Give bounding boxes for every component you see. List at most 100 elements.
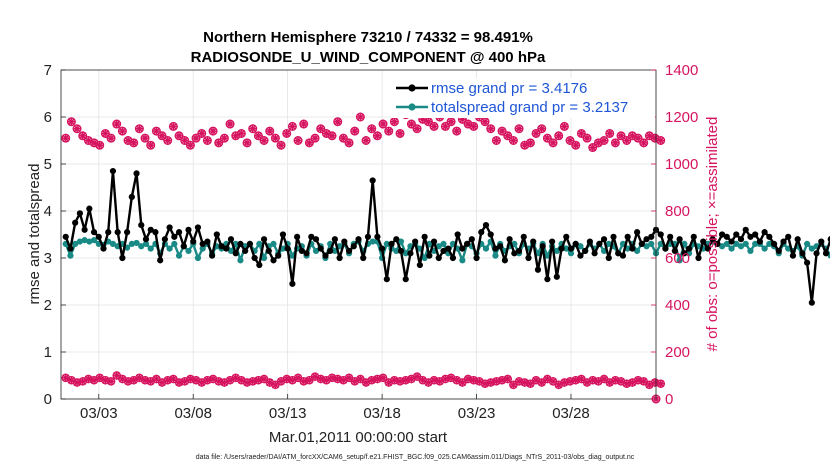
rmse-point [558,245,565,252]
obs-marker-stroke [504,132,512,140]
rmse-point [341,238,348,245]
obs-marker-stroke [543,375,551,383]
obs-marker-stroke [419,376,427,384]
rmse-point [147,226,154,233]
rmse-point [770,240,778,247]
obs-assimilated-marker [497,126,507,136]
obs-assimilated-marker [571,141,580,150]
right-tick-label: 800 [665,203,690,220]
rmse-point [808,299,815,306]
rmse-point [610,233,617,240]
obs-marker-stroke [390,376,398,384]
rmse-point [756,238,763,245]
obs-assimilated-marker [180,136,189,145]
obs-assimilated-marker [622,136,631,145]
obs-marker-stroke [96,141,104,149]
rmse-point [355,236,362,243]
totalspread-point [109,240,117,247]
right-tick-label: 400 [665,297,690,314]
rmse-point [412,238,419,245]
obs-assimilated-marker [446,117,456,126]
rmse-point [605,254,612,262]
rmse-point [752,231,759,238]
obs-marker-stroke [623,136,631,145]
obs-marker-stroke [657,380,665,388]
obs-marker-stroke [362,136,370,145]
totalspread-point [563,245,570,252]
obs-assimilated-marker [61,133,70,143]
rmse-point [515,247,523,255]
obs-marker-stroke [118,375,126,383]
obs-assimilated-marker [225,119,235,129]
obs-marker-stroke [152,375,160,383]
rmse-point [685,245,693,252]
obs-assimilated-marker [288,122,297,131]
obs-marker-stroke [600,136,608,145]
obs-marker-stroke [651,134,659,142]
obs-marker-stroke [339,134,347,142]
obs-marker-stroke [101,376,109,384]
obs-marker-stroke [470,122,478,130]
totalspread-point [752,240,759,247]
obs-assimilated-marker [486,124,495,133]
rmse-point [468,236,475,243]
rmse-line [64,169,830,304]
obs-marker-stroke [481,118,489,126]
rmse-point [312,236,320,243]
obs-assimilated-marker [72,124,82,133]
rmse-point [714,240,721,247]
obs-assimilated-marker [361,136,371,145]
rmse-point [634,229,641,236]
legend-rmse-marker [408,84,416,92]
obs-marker-stroke [215,139,223,147]
rmse-point [345,247,353,255]
rmse-point [520,233,527,240]
totalspread-point [133,239,140,247]
obs-marker-stroke [237,129,245,138]
obs-marker-stroke [356,375,364,383]
obs-marker-stroke [447,118,455,126]
totalspread-point [128,240,135,247]
totalspread-point [723,240,730,247]
rmse-point [582,247,589,255]
rmse-point [360,254,367,262]
obs-marker-stroke [271,134,279,142]
totalspread-point [260,254,268,262]
obs-assimilated-marker [616,131,626,140]
totalspread-point [435,243,442,250]
obs-marker-stroke [192,134,200,142]
obs-marker-stroke [328,132,336,140]
rmse-point [407,250,414,257]
obs-assimilated-marker [452,126,461,136]
y-tick-label: 2 [44,297,52,314]
obs-marker-stroke [515,377,523,385]
obs-assimilated-marker [639,138,648,148]
rmse-point [379,245,386,252]
obs-assimilated-marker [605,129,614,138]
totalspread-point [634,247,641,255]
y-tick-label: 3 [44,250,52,267]
totalspread-point [90,237,98,244]
totalspread-point [482,245,490,252]
plot-frame [60,69,657,400]
obs-assimilated-marker [565,136,575,145]
obs-marker-stroke [634,134,642,142]
rmse-point [709,236,716,243]
rmse-point [667,233,674,240]
totalspread-point [256,240,263,247]
obs-marker-stroke [470,376,478,384]
obs-marker-stroke [283,375,291,383]
obs-marker-stroke [453,376,461,384]
obs-assimilated-marker [140,133,150,143]
totalspread-point [492,252,499,259]
obs-marker-stroke [611,139,619,147]
rmse-point [109,167,117,175]
rmse-point [553,273,560,280]
obs-assimilated-marker [543,133,552,143]
obs-marker-stroke [317,375,325,383]
obs-marker-stroke [509,136,517,145]
obs-assimilated-marker [452,376,461,385]
obs-assimilated-marker [356,374,365,384]
obs-marker-stroke [532,376,540,384]
obs-marker-stroke [237,376,245,384]
